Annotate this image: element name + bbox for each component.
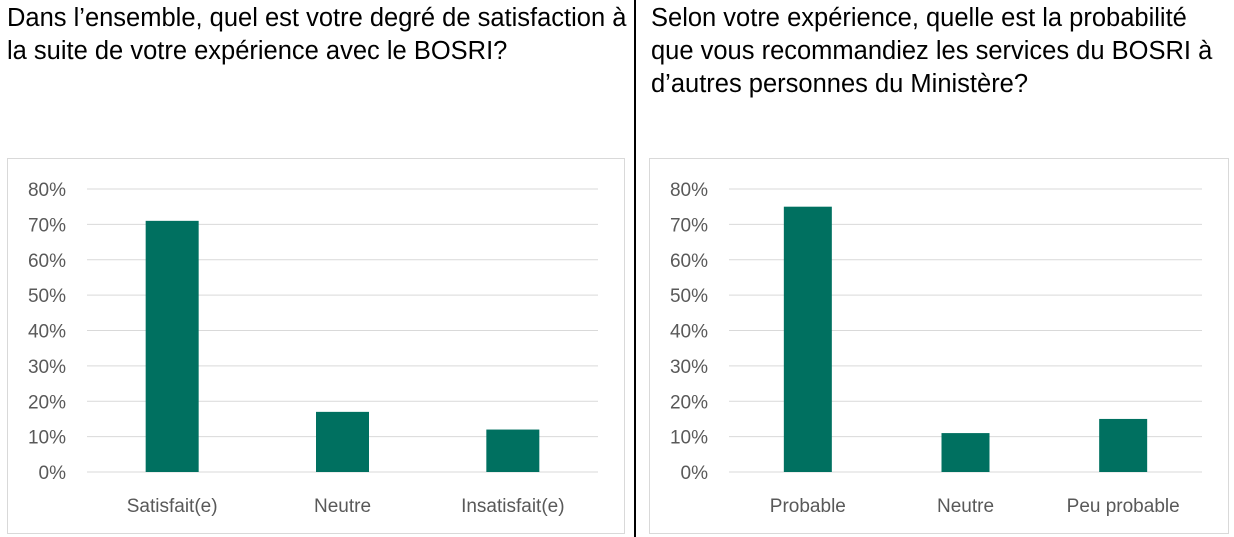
bar	[941, 433, 990, 472]
y-tick-label: 80%	[670, 180, 708, 201]
y-tick-label: 70%	[670, 215, 708, 236]
y-tick-label: 60%	[670, 251, 708, 272]
bar	[783, 206, 832, 472]
left-panel: Dans l’ensemble, quel est votre degré de…	[7, 4, 627, 534]
right-panel: Selon votre expérience, quelle est la pr…	[636, 0, 1234, 537]
category-label: Insatisfait(e)	[461, 496, 564, 517]
y-tick-label: 30%	[670, 357, 708, 378]
recommendation-chart-frame: 0% 10% 20% 30% 40% 50% 60% 70% 80% Probable Neutre…	[649, 158, 1229, 534]
bar	[145, 220, 199, 472]
satisfaction-chart-frame: 0% 10% 20% 30% 40% 50% 60% 70% 80% Satisfait(e) Ne…	[7, 158, 625, 534]
y-tick-label: 0%	[681, 463, 709, 484]
question-satisfaction: Dans l’ensemble, quel est votre degré de…	[7, 4, 627, 65]
y-tick-label: 20%	[28, 392, 66, 413]
satisfaction-bar-chart: 0% 10% 20% 30% 40% 50% 60% 70% 80% Satisfait(e) Ne…	[28, 180, 598, 517]
y-tick-label: 20%	[670, 392, 708, 413]
category-label: Satisfait(e)	[127, 496, 218, 517]
y-tick-label: 10%	[670, 428, 708, 449]
category-label: Peu probable	[1067, 496, 1180, 517]
recommendation-bar-chart: 0% 10% 20% 30% 40% 50% 60% 70% 80% Probable Neutre…	[670, 180, 1202, 517]
bar	[1099, 418, 1148, 472]
category-label: Neutre	[937, 496, 994, 517]
y-tick-label: 40%	[670, 322, 708, 343]
y-tick-label: 70%	[28, 215, 66, 236]
bar	[486, 429, 540, 472]
y-tick-label: 50%	[670, 286, 708, 307]
y-tick-label: 80%	[28, 180, 66, 201]
y-tick-label: 60%	[28, 251, 66, 272]
y-tick-label: 10%	[28, 428, 66, 449]
bar	[316, 411, 369, 472]
y-tick-label: 0%	[39, 463, 67, 484]
category-label: Probable	[770, 496, 846, 517]
category-label: Neutre	[314, 496, 371, 517]
y-tick-label: 40%	[28, 322, 66, 343]
question-recommendation: Selon votre expérience, quelle est la pr…	[651, 4, 1213, 98]
panel-divider	[634, 0, 636, 537]
y-tick-label: 30%	[28, 357, 66, 378]
y-tick-label: 50%	[28, 286, 66, 307]
